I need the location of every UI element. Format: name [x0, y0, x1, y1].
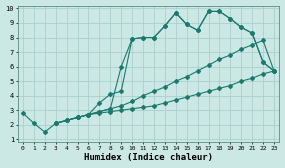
X-axis label: Humidex (Indice chaleur): Humidex (Indice chaleur): [84, 153, 213, 162]
